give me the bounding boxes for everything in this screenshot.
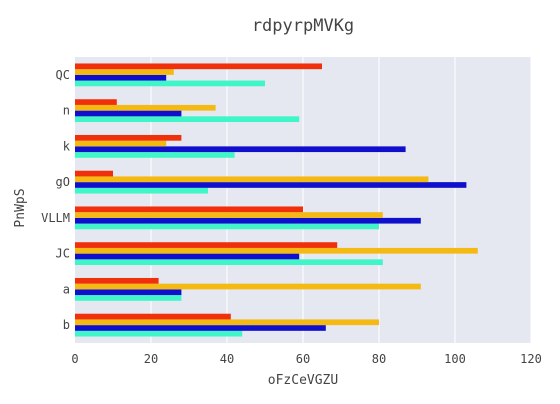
grid-lines <box>150 57 532 343</box>
bar <box>75 253 300 260</box>
bar <box>75 277 159 284</box>
y-tick-label: n <box>63 104 70 118</box>
chart-title: rdpyrpMVKg <box>252 16 354 36</box>
bar <box>75 176 429 183</box>
bar <box>75 259 383 266</box>
bar <box>75 116 300 123</box>
y-tick-label: VLLM <box>41 211 70 225</box>
y-tick-label: b <box>63 318 70 332</box>
y-tick-label: a <box>63 282 70 296</box>
y-tick-label: QC <box>56 68 70 82</box>
x-tick-label: 80 <box>372 352 386 366</box>
bar <box>75 146 406 153</box>
bar <box>75 69 174 75</box>
x-tick-label: 20 <box>144 352 158 366</box>
y-tick-labels: b a JC VLLM gO k n QC <box>41 68 71 332</box>
bar <box>75 206 303 213</box>
bars <box>75 63 478 337</box>
bar <box>75 223 379 230</box>
bar <box>75 80 265 87</box>
bar <box>75 152 235 158</box>
bar <box>75 110 182 117</box>
y-tick-label: k <box>63 139 71 153</box>
x-tick-label: 0 <box>71 352 78 366</box>
bar <box>75 74 167 81</box>
bar <box>75 170 113 177</box>
x-tick-label: 40 <box>220 352 234 366</box>
bar <box>75 140 167 147</box>
x-tick-labels: 0 20 40 60 80 100 120 <box>71 352 541 366</box>
bar <box>75 212 383 218</box>
bar <box>75 313 231 320</box>
bar <box>75 289 182 296</box>
bar <box>75 187 208 194</box>
bar <box>75 63 322 70</box>
x-tick-label: 60 <box>296 352 310 366</box>
bar <box>75 104 216 111</box>
bar <box>75 325 326 331</box>
bar <box>75 134 182 141</box>
bar <box>75 283 421 290</box>
bar <box>75 330 243 337</box>
bar <box>75 242 338 248</box>
x-tick-label: 100 <box>444 352 466 366</box>
bar <box>75 247 478 254</box>
bar <box>75 319 379 326</box>
bar <box>75 217 421 224</box>
y-tick-label: JC <box>56 247 70 261</box>
x-tick-label: 120 <box>520 352 542 366</box>
bar <box>75 182 467 188</box>
bar <box>75 295 182 301</box>
y-axis-title: PnWpS <box>13 188 28 227</box>
x-axis-title: oFzCeVGZU <box>268 373 338 388</box>
bar <box>75 99 117 105</box>
y-tick-label: gO <box>56 175 70 189</box>
